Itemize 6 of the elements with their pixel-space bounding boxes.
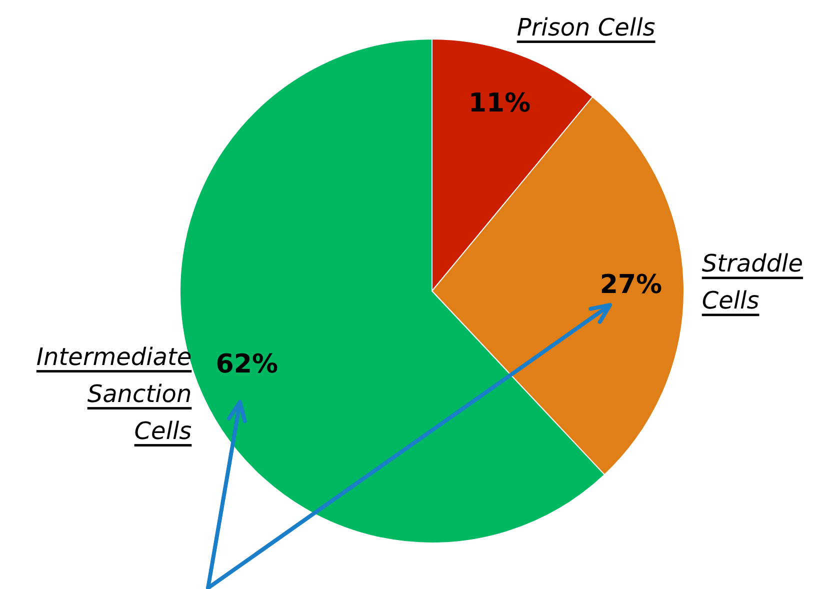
data-label: 11%	[468, 88, 531, 119]
data-label: 27%	[600, 270, 662, 300]
slice-label: Intermediate Sanction Cells	[36, 343, 192, 446]
data-label: 62%	[216, 349, 278, 380]
slice-label: Straddle Cells	[702, 250, 803, 315]
slice-label: Prison Cells	[516, 14, 656, 42]
